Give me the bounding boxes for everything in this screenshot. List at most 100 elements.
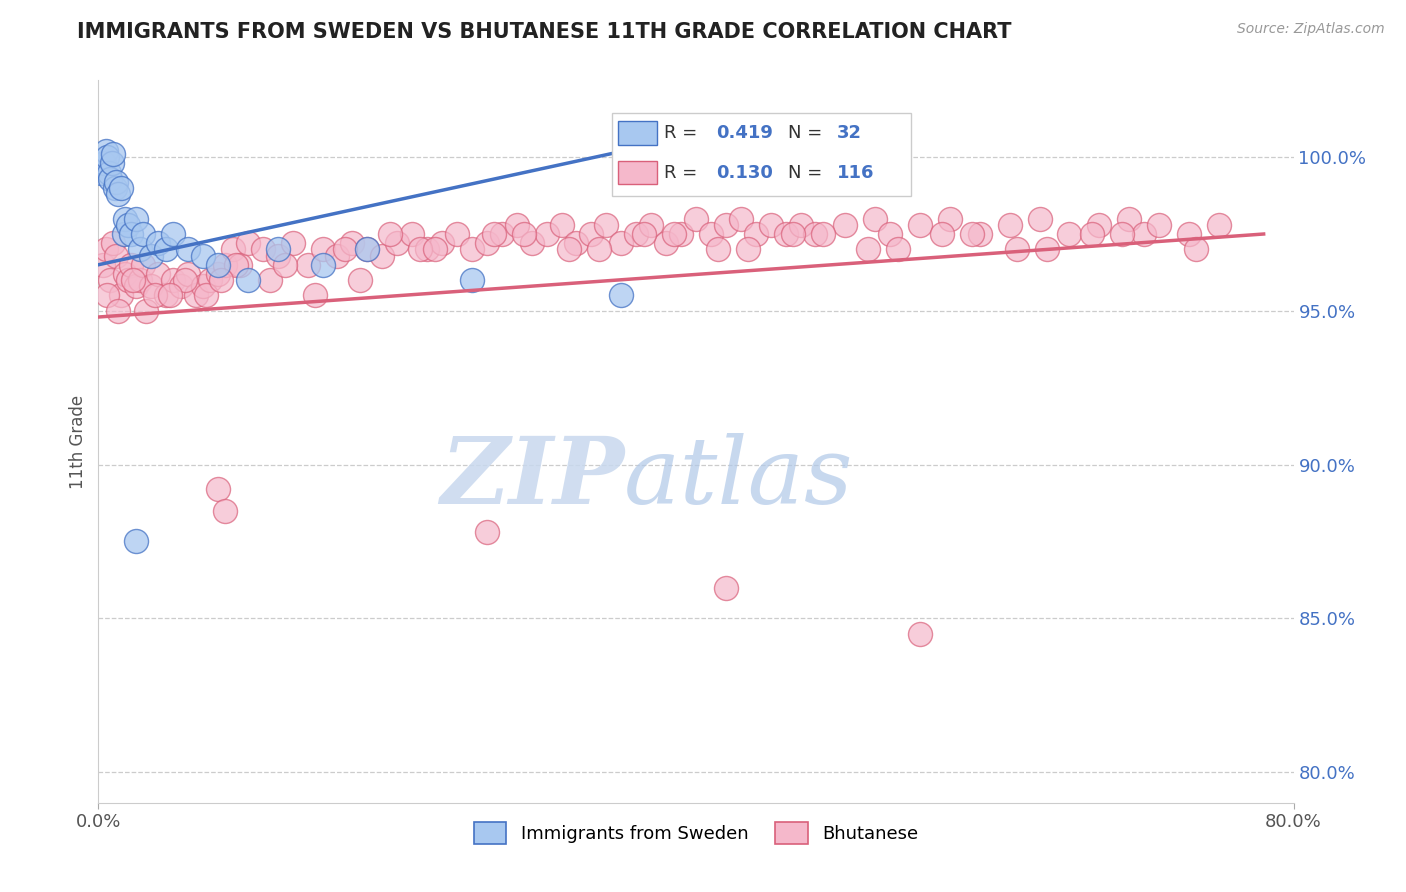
Point: [475, 525, 498, 540]
Point: [536, 227, 558, 241]
Point: [349, 273, 371, 287]
Point: [333, 243, 356, 257]
Point: [385, 236, 409, 251]
Point: [969, 227, 991, 241]
Point: [236, 236, 259, 251]
Point: [408, 243, 430, 257]
Point: [107, 187, 129, 202]
Point: [939, 211, 962, 226]
Point: [96, 288, 118, 302]
Point: [155, 288, 177, 302]
Text: 116: 116: [837, 164, 875, 182]
Point: [184, 288, 207, 302]
Point: [304, 288, 326, 302]
Point: [311, 258, 333, 272]
Point: [107, 304, 129, 318]
Point: [267, 243, 290, 257]
Point: [139, 279, 162, 293]
Point: [610, 288, 633, 302]
Text: 0.130: 0.130: [716, 164, 773, 182]
Point: [207, 482, 229, 496]
Point: [297, 258, 319, 272]
Point: [1178, 227, 1201, 241]
Point: [125, 211, 148, 226]
Point: [177, 243, 200, 257]
Point: [886, 243, 908, 257]
Point: [103, 147, 125, 161]
Point: [484, 227, 506, 241]
Point: [105, 248, 128, 262]
Point: [114, 211, 136, 226]
Point: [267, 248, 290, 262]
Point: [626, 227, 648, 241]
Text: R =: R =: [664, 164, 703, 182]
Point: [595, 218, 617, 232]
Point: [558, 243, 581, 257]
Point: [1081, 227, 1104, 241]
Point: [139, 248, 162, 262]
Point: [90, 165, 112, 179]
Point: [121, 273, 143, 287]
Point: [112, 227, 135, 241]
Point: [865, 211, 887, 226]
Point: [236, 273, 259, 287]
Point: [1028, 211, 1050, 226]
Point: [669, 227, 692, 241]
Point: [117, 218, 139, 232]
Text: N =: N =: [787, 124, 828, 142]
Point: [962, 227, 984, 241]
Point: [259, 273, 281, 287]
Point: [700, 227, 723, 241]
Point: [169, 279, 191, 293]
Text: N =: N =: [787, 164, 828, 182]
Point: [655, 236, 678, 251]
Point: [93, 156, 115, 170]
Point: [430, 236, 453, 251]
Point: [143, 288, 166, 302]
Point: [125, 534, 148, 549]
Point: [745, 227, 768, 241]
Point: [998, 218, 1021, 232]
Point: [789, 218, 811, 232]
Point: [662, 227, 685, 241]
Point: [1118, 211, 1140, 226]
Point: [640, 218, 662, 232]
Point: [98, 171, 122, 186]
Point: [191, 248, 214, 262]
Point: [461, 273, 484, 287]
Point: [581, 227, 603, 241]
Point: [834, 218, 856, 232]
Point: [117, 273, 139, 287]
Point: [1147, 218, 1170, 232]
Point: [879, 227, 901, 241]
Point: [1036, 243, 1059, 257]
Text: ZIP: ZIP: [440, 433, 624, 523]
Point: [225, 258, 247, 272]
Point: [1185, 243, 1208, 257]
Text: R =: R =: [664, 124, 703, 142]
Point: [222, 243, 245, 257]
Point: [105, 175, 128, 189]
Y-axis label: 11th Grade: 11th Grade: [69, 394, 87, 489]
Point: [120, 227, 142, 241]
Point: [281, 236, 304, 251]
Point: [125, 279, 148, 293]
Legend: Immigrants from Sweden, Bhutanese: Immigrants from Sweden, Bhutanese: [467, 815, 925, 852]
Point: [730, 211, 752, 226]
Point: [110, 181, 132, 195]
Point: [491, 227, 513, 241]
Point: [506, 218, 529, 232]
Point: [132, 227, 155, 241]
Point: [1111, 227, 1133, 241]
Point: [174, 273, 197, 287]
Point: [685, 211, 707, 226]
Point: [97, 165, 120, 179]
Point: [378, 227, 401, 241]
Point: [132, 258, 155, 272]
Point: [162, 273, 184, 287]
Point: [91, 258, 114, 272]
Point: [342, 236, 364, 251]
Point: [804, 227, 827, 241]
Point: [94, 144, 117, 158]
Point: [1059, 227, 1081, 241]
